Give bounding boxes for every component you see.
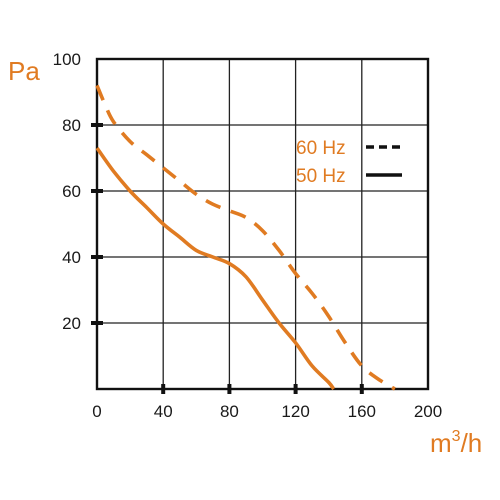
y-tick-label-100: 100 — [53, 50, 81, 69]
grid-lines — [97, 59, 428, 389]
data-series — [95, 84, 396, 391]
x-tick-label-80: 80 — [220, 402, 239, 421]
legend-label-50-hz: 50 Hz — [296, 166, 346, 187]
series-line-50-hz — [95, 147, 336, 391]
x-tick-label-40: 40 — [154, 402, 173, 421]
y-tick-label-80: 80 — [62, 116, 81, 135]
plot-frame — [95, 57, 430, 391]
series-line-60-hz — [95, 84, 396, 391]
y-axis-title: Pa — [8, 56, 40, 86]
axes — [91, 57, 430, 394]
x-tick-label-120: 120 — [281, 402, 309, 421]
y-tick-label-40: 40 — [62, 248, 81, 267]
legend-label-60-hz: 60 Hz — [296, 138, 346, 159]
y-tick-label-20: 20 — [62, 314, 81, 333]
x-tick-label-200: 200 — [414, 402, 442, 421]
x-tick-label-160: 160 — [348, 402, 376, 421]
y-tick-label-60: 60 — [62, 182, 81, 201]
axis-labels: 0 40 80 120 160 200 20 40 60 80 100 Pa m3/h — [8, 50, 482, 458]
x-axis-title: m3/h — [430, 428, 482, 458]
x-tick-label-0: 0 — [92, 402, 101, 421]
legend: 60 Hz 50 Hz — [296, 138, 402, 187]
